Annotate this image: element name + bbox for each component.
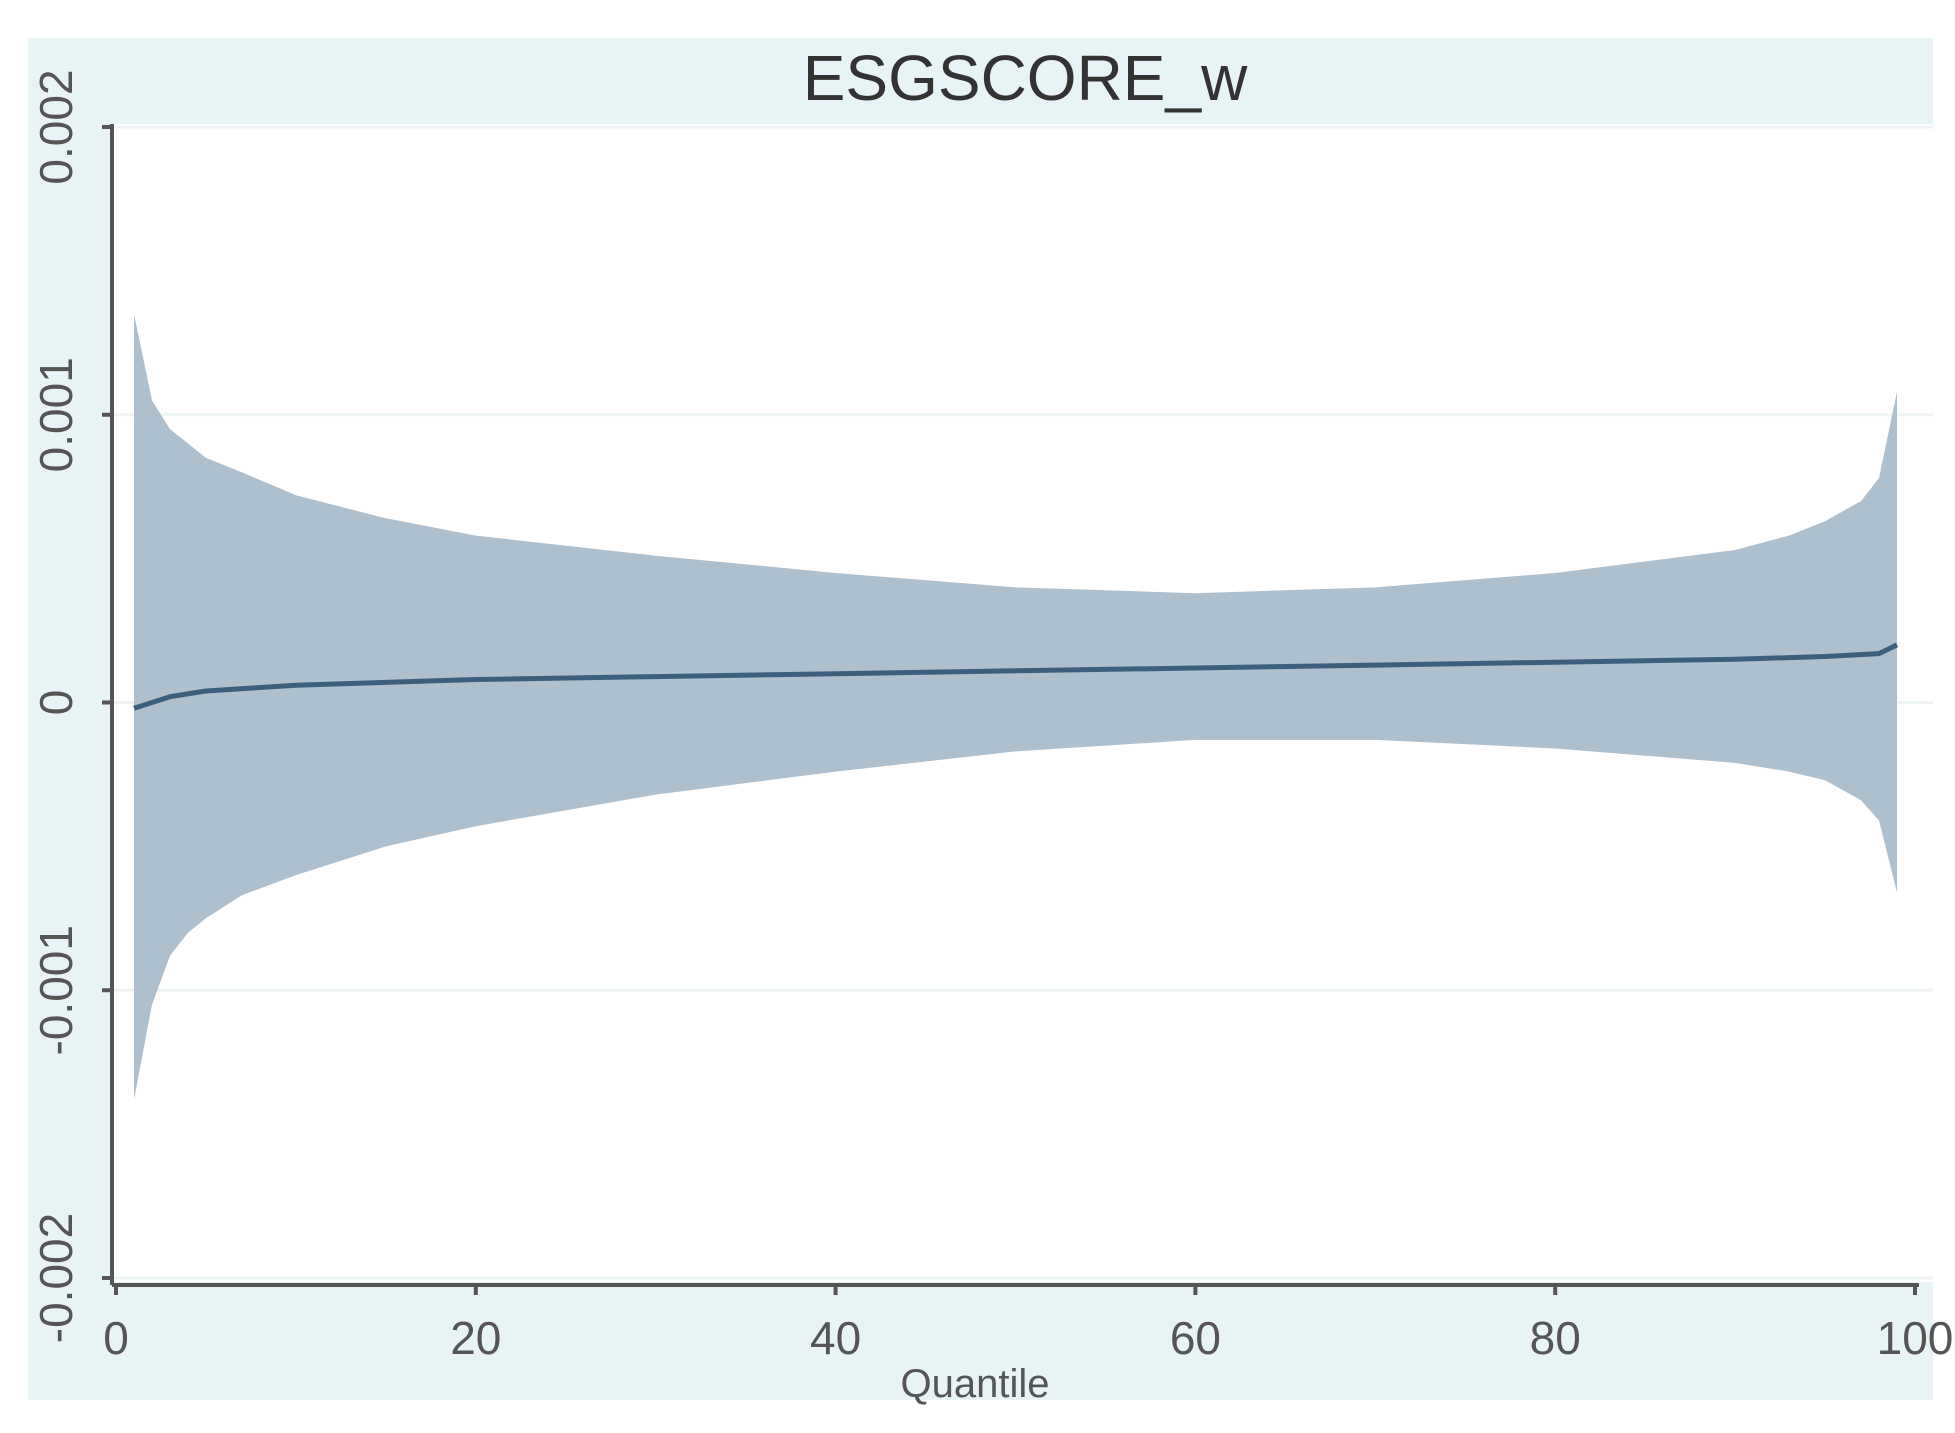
x-tick-label-0: 0 bbox=[103, 1312, 129, 1364]
x-tick-label-4: 80 bbox=[1530, 1312, 1581, 1364]
x-tick-label-5: 100 bbox=[1877, 1312, 1954, 1364]
x-tick-label-2: 40 bbox=[810, 1312, 861, 1364]
confidence-band bbox=[134, 314, 1897, 1100]
y-tick-label-1: -0.001 bbox=[30, 925, 82, 1055]
coefficient-line bbox=[133, 642, 1899, 711]
y-tick-label-4: 0.002 bbox=[30, 69, 82, 184]
y-tick-label-2: 0 bbox=[30, 690, 82, 716]
y-tick-label-3: 0.001 bbox=[30, 357, 82, 472]
x-tick-label-1: 20 bbox=[450, 1312, 501, 1364]
y-tick-label-0: -0.002 bbox=[30, 1213, 82, 1343]
tick-labels: 0 20 40 60 80 100 -0.002 -0.001 0 0.001 0.002 bbox=[30, 69, 1953, 1364]
x-axis-label: Quantile bbox=[901, 1362, 1050, 1406]
chart-title: ESGSCORE_w bbox=[803, 42, 1248, 114]
x-tick-label-3: 60 bbox=[1170, 1312, 1221, 1364]
